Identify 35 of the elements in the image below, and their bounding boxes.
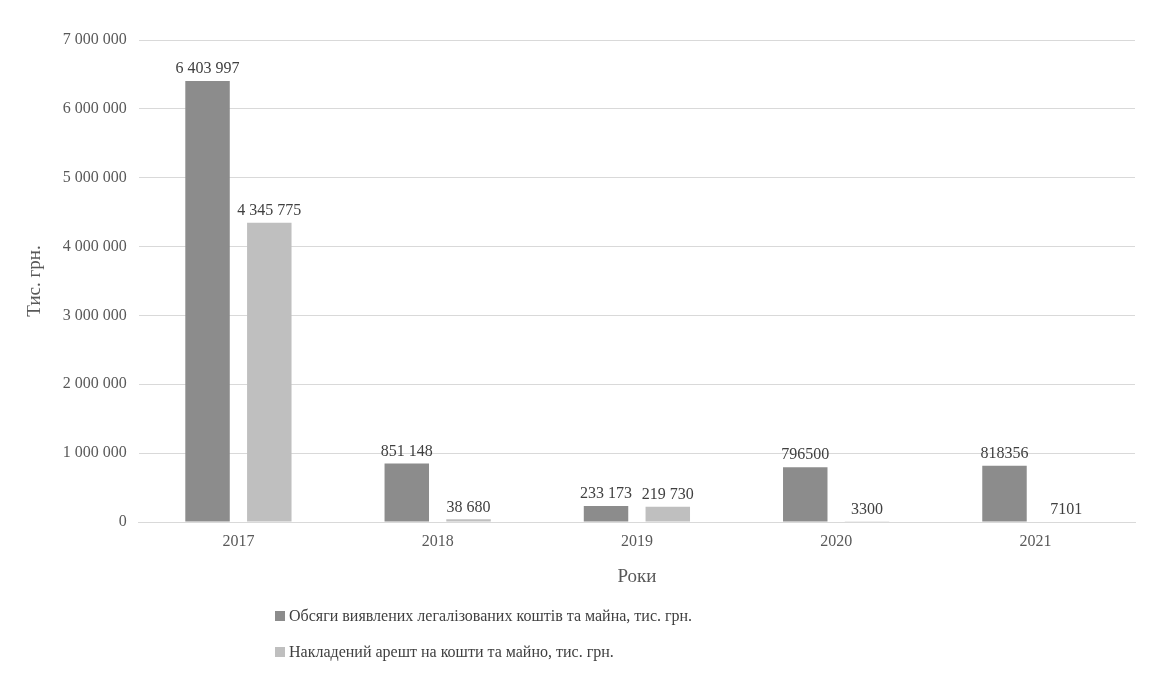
legend-label: Накладений арешт на кошти та майно, тис. грн. — [289, 643, 614, 661]
data-label: 219 730 — [641, 485, 694, 503]
y-tick-label: 1 000 000 — [62, 443, 127, 461]
data-label: 3300 — [851, 499, 884, 517]
x-tick-label: 2020 — [820, 531, 853, 549]
y-tick-label: 6 000 000 — [62, 99, 127, 117]
bar — [583, 505, 629, 522]
data-label: 796500 — [781, 445, 830, 463]
data-label: 7101 — [1050, 499, 1083, 517]
y-tick-label: 2 000 000 — [62, 374, 127, 392]
bar — [247, 222, 292, 522]
y-tick-label: 4 000 000 — [62, 236, 127, 254]
x-tick-label: 2021 — [1019, 531, 1052, 549]
bar — [185, 81, 230, 522]
bar — [446, 519, 491, 522]
x-tick-label: 2018 — [421, 531, 454, 549]
data-label: 38 680 — [446, 497, 491, 515]
x-tick-label: 2019 — [620, 531, 653, 549]
y-tick-label: 5 000 000 — [62, 167, 127, 185]
bar — [645, 506, 691, 522]
data-label: 818356 — [980, 443, 1029, 461]
bar — [783, 467, 828, 522]
y-axis-title: Тис. грн. — [23, 245, 45, 317]
x-axis-title: Роки — [617, 564, 657, 586]
data-label: 233 173 — [580, 484, 633, 502]
data-label: 6 403 997 — [175, 59, 240, 77]
bar — [384, 463, 430, 522]
y-tick-label: 7 000 000 — [62, 30, 127, 48]
x-tick-label: 2017 — [222, 531, 255, 549]
y-tick-label: 0 — [118, 512, 127, 530]
y-tick-label: 3 000 000 — [62, 305, 127, 323]
data-label: 851 148 — [380, 441, 433, 459]
data-label: 4 345 775 — [237, 200, 302, 218]
bar — [982, 465, 1027, 522]
legend-label: Обсяги виявлених легалізованих коштів та майна, тис. грн. — [289, 607, 693, 625]
